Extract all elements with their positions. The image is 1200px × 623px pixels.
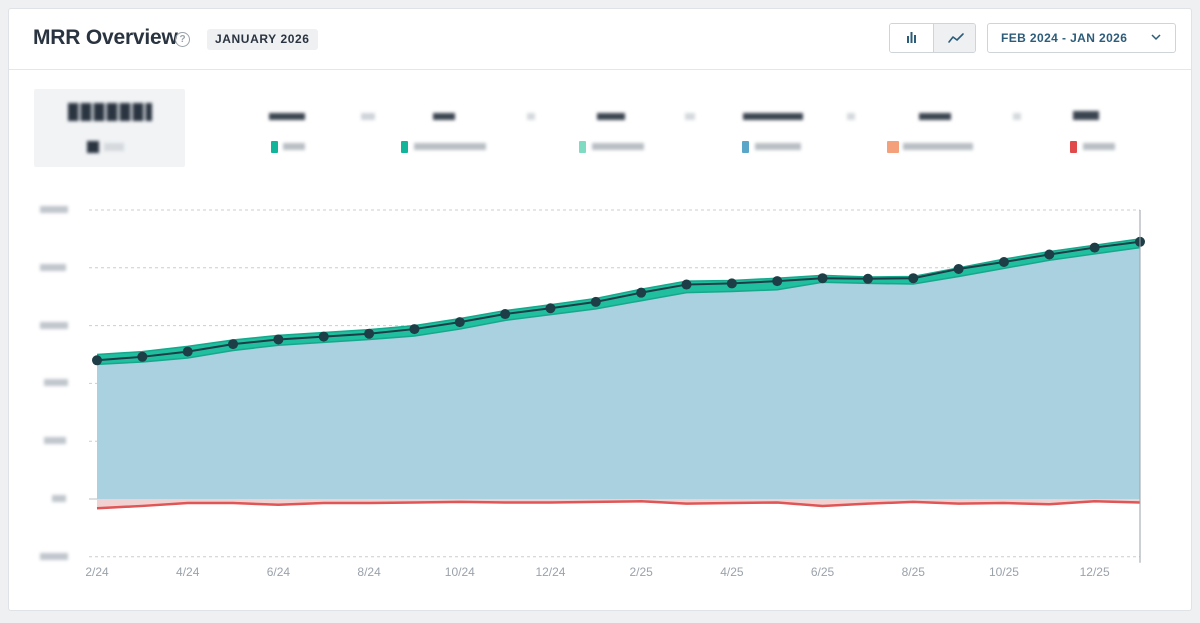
legend-swatch-3	[579, 141, 586, 153]
data-point	[636, 287, 647, 298]
y-tick-redacted	[40, 553, 68, 560]
negative-area-fill	[97, 499, 1140, 509]
legend-header-redacted	[433, 113, 455, 120]
legend-header-redacted	[597, 113, 625, 120]
data-point	[1089, 242, 1100, 253]
x-tick-label: 4/25	[720, 565, 744, 579]
data-point	[817, 273, 828, 284]
x-tick-label: 10/24	[445, 565, 475, 579]
data-point	[908, 273, 919, 284]
data-point	[228, 339, 239, 350]
data-point	[500, 309, 511, 320]
legend-header-redacted	[847, 113, 855, 120]
summary-change-text-redacted	[104, 143, 124, 151]
legend-swatch-5	[887, 141, 899, 153]
legend-header-redacted	[685, 113, 695, 120]
line-chart-icon	[948, 33, 964, 43]
y-tick-redacted	[40, 264, 66, 271]
summary-value-redacted	[68, 103, 152, 121]
data-point	[681, 279, 692, 290]
chevron-down-icon	[1151, 34, 1161, 41]
bar-view-button[interactable]	[890, 24, 933, 52]
data-point	[726, 278, 737, 289]
data-point	[953, 263, 964, 274]
legend-header-redacted	[361, 113, 375, 120]
date-range-label: FEB 2024 - JAN 2026	[1001, 31, 1128, 45]
x-tick-label: 6/24	[267, 565, 291, 579]
question-circle-icon[interactable]: ?	[175, 32, 190, 47]
data-point	[590, 296, 601, 307]
summary-change-redacted	[87, 141, 99, 153]
legend-label-redacted	[414, 143, 486, 150]
x-tick-label: 8/24	[357, 565, 381, 579]
data-point	[137, 351, 148, 362]
data-point	[454, 317, 465, 328]
legend-swatch-1	[271, 141, 278, 153]
y-tick-redacted	[52, 495, 66, 502]
area-top-edge	[96, 246, 1141, 366]
x-tick-label: 12/24	[535, 565, 565, 579]
mrr-chart: 2/24 4/24 6/24 8/24 10/24 12/24 2/25 4/25 6/25 8/…	[85, 209, 1145, 579]
legend-label-redacted	[755, 143, 801, 150]
legend-header-redacted	[743, 113, 803, 120]
negative-line	[96, 500, 1141, 510]
legend-label-redacted	[903, 143, 973, 150]
x-tick-label: 4/24	[176, 565, 200, 579]
page-title: MRR Overview	[33, 26, 178, 49]
data-point	[1044, 249, 1055, 260]
summary-box	[34, 89, 185, 167]
chart-view-toggle	[889, 23, 976, 53]
legend-header-redacted	[919, 113, 951, 120]
y-tick-redacted	[40, 206, 68, 213]
x-tick-label: 2/25	[629, 565, 653, 579]
legend-label-redacted	[1083, 143, 1115, 150]
month-badge: JANUARY 2026	[207, 29, 318, 50]
legend-label-redacted	[592, 143, 644, 150]
card-header: MRR Overview ? JANUARY 2026 FEB 2024 - J…	[9, 9, 1191, 70]
x-tick-label: 10/25	[989, 565, 1019, 579]
legend-swatch-2	[401, 141, 408, 153]
x-tick-label: 12/25	[1080, 565, 1110, 579]
green-band-edge	[96, 238, 1141, 356]
y-tick-redacted	[44, 379, 68, 386]
legend-header-redacted	[527, 113, 535, 120]
legend-header-redacted	[269, 113, 305, 120]
data-point	[182, 346, 193, 357]
legend-header-redacted	[1073, 111, 1099, 120]
data-point	[409, 324, 420, 335]
x-tick-label: 2/24	[85, 565, 109, 579]
legend-swatch-4	[742, 141, 749, 153]
legend-swatch-6	[1070, 141, 1077, 153]
data-point	[998, 257, 1009, 268]
mrr-overview-card: MRR Overview ? JANUARY 2026 FEB 2024 - J…	[8, 8, 1192, 611]
legend-header-redacted	[1013, 113, 1021, 120]
bar-chart-icon	[907, 32, 916, 43]
data-point	[273, 334, 284, 345]
x-tick-label: 8/25	[902, 565, 926, 579]
green-band	[97, 238, 1140, 365]
data-point	[862, 273, 873, 284]
y-tick-redacted	[44, 437, 66, 444]
data-point	[92, 355, 102, 366]
data-point	[545, 303, 556, 314]
y-tick-redacted	[40, 322, 68, 329]
net-total-line	[96, 240, 1141, 362]
date-range-select[interactable]: FEB 2024 - JAN 2026	[987, 23, 1176, 53]
area-fill	[97, 247, 1140, 499]
x-tick-label: 6/25	[811, 565, 835, 579]
line-view-button[interactable]	[933, 24, 975, 52]
data-point	[318, 331, 329, 342]
data-point	[364, 328, 375, 339]
legend-label-redacted	[283, 143, 305, 150]
data-point	[772, 276, 783, 287]
